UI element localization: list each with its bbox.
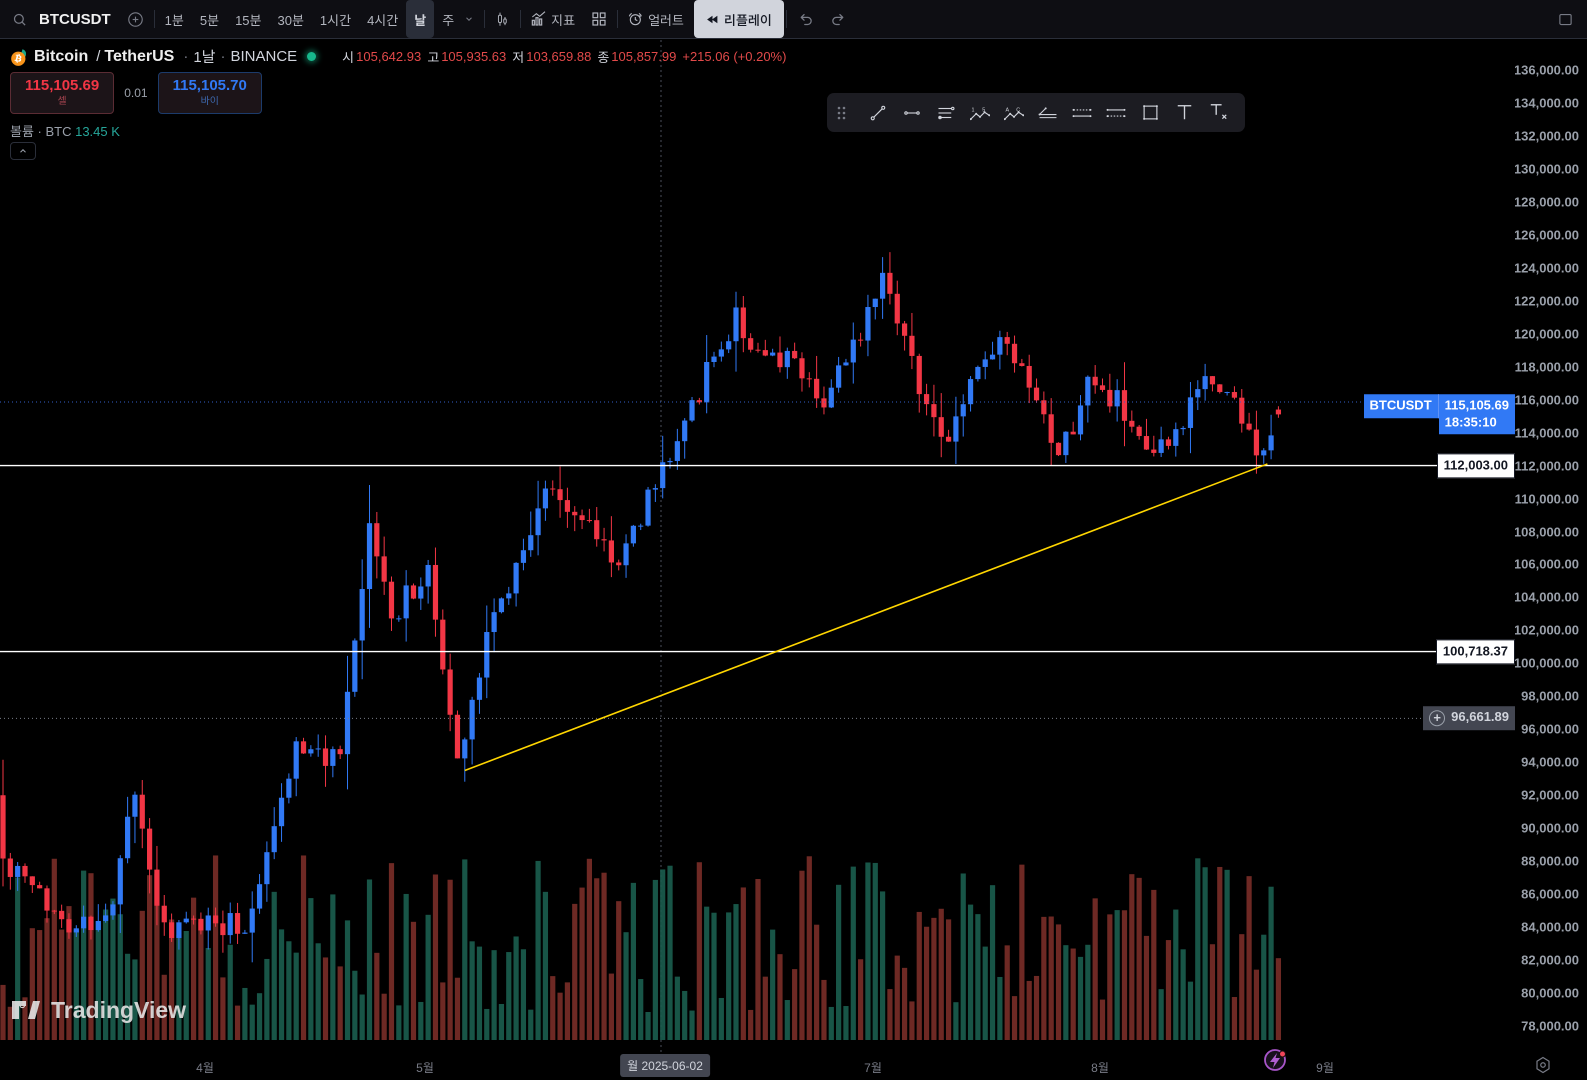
svg-text:1: 1 [972,107,975,113]
svg-text:A: A [1006,107,1010,113]
